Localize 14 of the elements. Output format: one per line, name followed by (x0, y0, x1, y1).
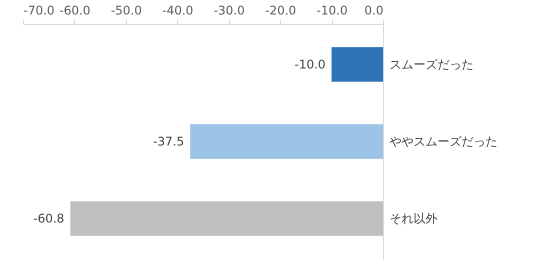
y-tick-label: スムーズだった (390, 57, 474, 72)
x-tick-label: -30.0 (214, 4, 245, 18)
x-tick-label: -60.0 (59, 4, 90, 18)
x-tick-label: 0.0 (364, 4, 384, 18)
x-tick-label: -50.0 (110, 4, 142, 18)
x-tick-label: -20.0 (265, 4, 296, 18)
y-tick-label: それ以外 (390, 212, 438, 226)
x-tick-label: -70.0 (24, 4, 55, 18)
data-label: -10.0 (294, 57, 326, 72)
x-tick-label: -40.0 (162, 4, 194, 18)
data-label: -60.8 (33, 212, 64, 226)
x-tick-label: -10.0 (316, 4, 348, 18)
y-tick-label: ややスムーズだった (390, 134, 498, 148)
data-label: -37.5 (153, 134, 184, 148)
